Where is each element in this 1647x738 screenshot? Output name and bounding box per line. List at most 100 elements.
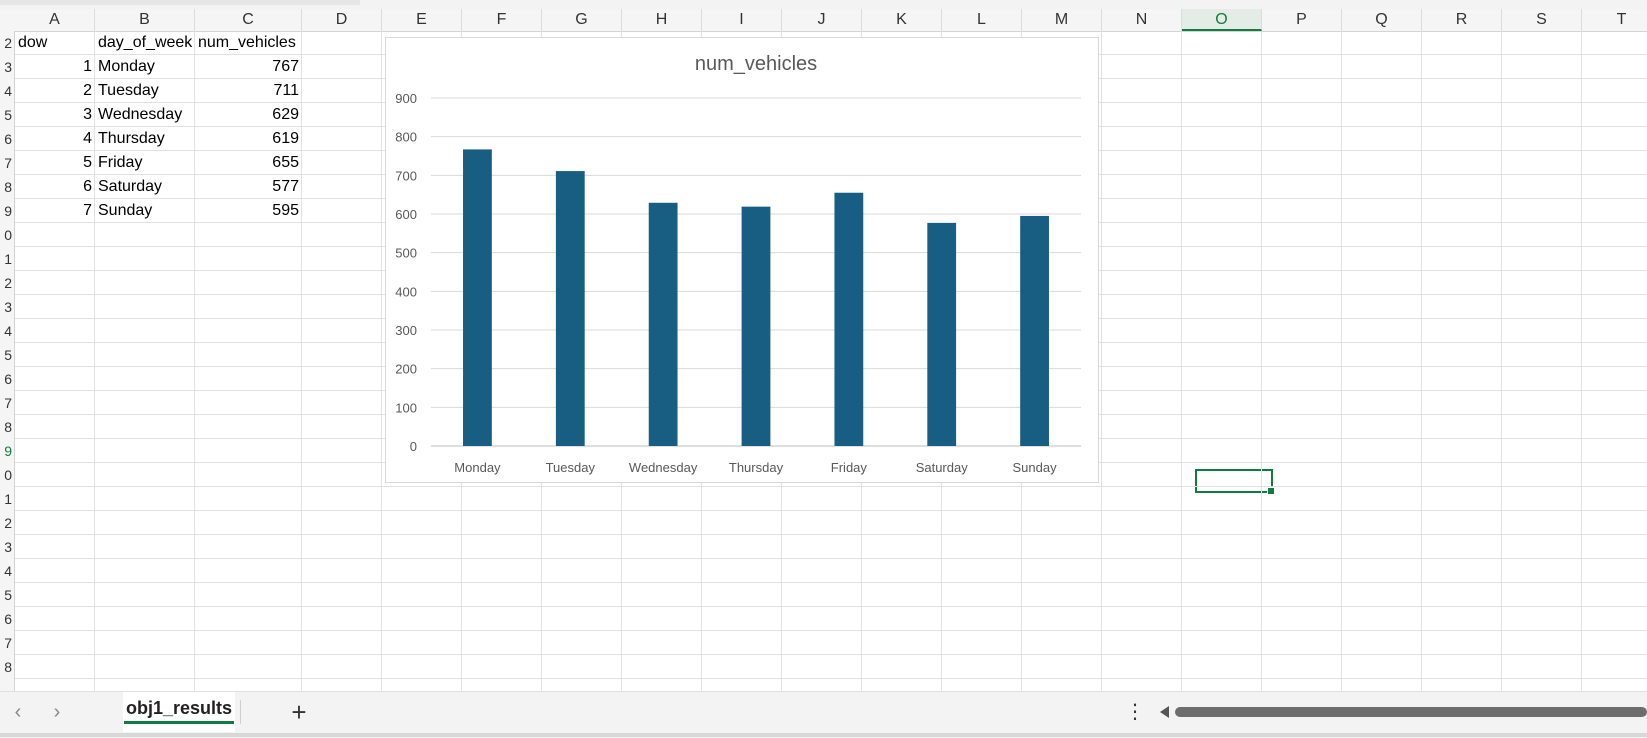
row-header[interactable]: 1 [4, 491, 12, 507]
row-header[interactable]: 3 [4, 539, 12, 555]
row-header[interactable]: 4 [4, 323, 12, 339]
row-header[interactable]: 5 [4, 107, 12, 123]
row-header[interactable]: 8 [4, 419, 12, 435]
row-header[interactable]: 3 [4, 59, 12, 75]
column-gridline [94, 31, 95, 700]
header-day-of-week-cell[interactable]: day_of_week [98, 34, 193, 51]
dow-cell[interactable]: 5 [83, 154, 92, 171]
column-gridline [1261, 31, 1262, 700]
day-of-week-cell[interactable]: Thursday [98, 130, 165, 147]
num-vehicles-cell[interactable]: 619 [272, 130, 299, 147]
prev-sheet-button[interactable]: ‹ [14, 701, 22, 723]
bar-saturday [927, 222, 957, 446]
row-header[interactable]: 8 [4, 659, 12, 675]
row-header[interactable]: 4 [4, 83, 12, 99]
row-header[interactable]: 5 [4, 347, 12, 363]
column-header-r[interactable]: R [1422, 9, 1502, 31]
column-gridline [301, 31, 302, 700]
scroll-left-icon[interactable] [1158, 704, 1170, 720]
row-header[interactable]: 9 [4, 443, 12, 459]
num-vehicles-cell[interactable]: 655 [272, 154, 299, 171]
column-header-f[interactable]: F [462, 9, 542, 31]
sheet-tab-obj1-results[interactable]: obj1_results [123, 692, 235, 732]
horizontal-scrollbar[interactable] [1175, 707, 1647, 717]
day-of-week-cell[interactable]: Wednesday [98, 106, 183, 123]
day-of-week-cell[interactable]: Sunday [98, 202, 153, 219]
next-sheet-button[interactable]: › [53, 701, 61, 723]
num-vehicles-cell[interactable]: 767 [272, 58, 299, 75]
column-header-i[interactable]: I [702, 9, 782, 31]
num-vehicles-cell[interactable]: 577 [272, 178, 299, 195]
row-header[interactable]: 0 [4, 227, 12, 243]
row-header[interactable]: 0 [4, 467, 12, 483]
row-header[interactable]: 7 [4, 635, 12, 651]
row-headers: 2 3 4 5 6 7 8 9 0 1 2 3 4 5 6 7 8 9 0 1 2 3 4 5 6 7 8 [0, 31, 15, 700]
selected-cell[interactable] [1195, 469, 1275, 495]
column-header-p[interactable]: P [1262, 9, 1342, 31]
column-header-h[interactable]: H [622, 9, 702, 31]
num-vehicles-cell[interactable]: 595 [272, 202, 299, 219]
row-header[interactable]: 7 [4, 395, 12, 411]
header-num-vehicles-cell[interactable]: num_vehicles [198, 34, 296, 51]
bar-sunday [1020, 215, 1049, 446]
row-header[interactable]: 3 [4, 299, 12, 315]
bar-thursday [741, 206, 771, 446]
column-header-n[interactable]: N [1102, 9, 1182, 31]
column-gridline [1501, 31, 1502, 700]
chart-canvas: num_vehicles 0 100 200 300 400 500 600 700 800 900… [395, 53, 1081, 475]
column-header-a[interactable]: A [15, 9, 95, 31]
row-header[interactable]: 4 [4, 563, 12, 579]
row-header[interactable]: 8 [4, 179, 12, 195]
row-header[interactable]: 2 [4, 275, 12, 291]
scrollbar-thumb[interactable] [1175, 707, 1647, 717]
row-header[interactable]: 7 [4, 155, 12, 171]
row-gridline [15, 510, 1647, 511]
column-gridline [381, 31, 382, 700]
column-header-q[interactable]: Q [1342, 9, 1422, 31]
row-header[interactable]: 6 [4, 131, 12, 147]
dow-cell[interactable]: 7 [83, 202, 92, 219]
row-header[interactable]: 6 [4, 611, 12, 627]
column-gridline [1421, 31, 1422, 700]
column-header-d[interactable]: D [302, 9, 382, 31]
column-header-k[interactable]: K [862, 9, 942, 31]
dow-cell[interactable]: 3 [83, 106, 92, 123]
y-tick-label: 900 [395, 91, 417, 106]
fill-handle[interactable] [1267, 487, 1275, 495]
add-sheet-button[interactable]: + [291, 697, 307, 727]
row-header[interactable]: 2 [4, 35, 12, 51]
y-tick-label: 100 [395, 400, 417, 415]
column-header-s[interactable]: S [1502, 9, 1582, 31]
row-header[interactable]: 9 [4, 203, 12, 219]
bar-chart[interactable]: num_vehicles 0 100 200 300 400 500 600 700 800 900… [385, 37, 1099, 483]
row-header[interactable]: 6 [4, 371, 12, 387]
column-header-j[interactable]: J [782, 9, 862, 31]
column-header-c[interactable]: C [195, 9, 302, 31]
column-header-e[interactable]: E [382, 9, 462, 31]
column-header-o[interactable]: O [1182, 9, 1262, 31]
dow-cell[interactable]: 1 [83, 58, 92, 75]
num-vehicles-cell[interactable]: 711 [273, 82, 299, 99]
num-vehicles-cell[interactable]: 629 [272, 106, 299, 123]
dow-cell[interactable]: 2 [83, 82, 92, 99]
column-header-l[interactable]: L [942, 9, 1022, 31]
more-options-button[interactable]: ⋮ [1125, 701, 1145, 723]
chart-title: num_vehicles [695, 53, 817, 75]
row-header[interactable]: 2 [4, 515, 12, 531]
dow-cell[interactable]: 6 [83, 178, 92, 195]
column-header-g[interactable]: G [542, 9, 622, 31]
day-of-week-cell[interactable]: Saturday [98, 178, 163, 195]
row-header[interactable]: 5 [4, 587, 12, 603]
dow-cell[interactable]: 4 [83, 130, 92, 147]
x-tick-label: Monday [454, 460, 501, 475]
day-of-week-cell[interactable]: Tuesday [98, 82, 159, 99]
column-header-b[interactable]: B [95, 9, 195, 31]
day-of-week-cell[interactable]: Monday [98, 58, 155, 75]
row-header[interactable]: 1 [4, 251, 12, 267]
column-header-t[interactable]: T [1582, 9, 1647, 31]
day-of-week-cell[interactable]: Friday [98, 154, 143, 171]
column-header-m[interactable]: M [1022, 9, 1102, 31]
bar-friday [834, 192, 864, 446]
header-dow-cell[interactable]: dow [18, 34, 48, 51]
